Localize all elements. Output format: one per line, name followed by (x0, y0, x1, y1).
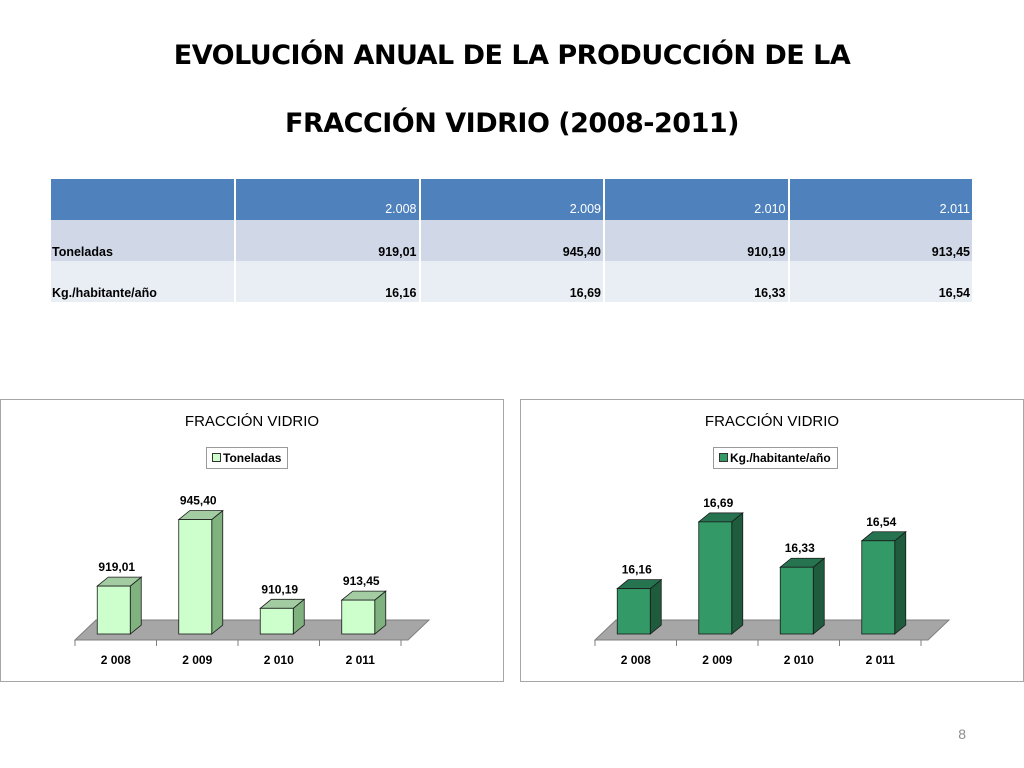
bar (341, 599, 376, 635)
chart-title: FRACCIÓN VIDRIO (704, 413, 840, 430)
table-header-row: 2.008 2.009 2.010 2.011 (51, 179, 974, 220)
chart-legend: Kg./habitante/año (713, 447, 838, 469)
x-tick-label: 2 011 (346, 653, 376, 667)
page-number: 8 (958, 726, 966, 742)
bar (861, 540, 896, 635)
legend-label: Toneladas (223, 451, 282, 465)
table-cell: 945,40 (419, 220, 605, 261)
chart-toneladas: FRACCIÓN VIDRIO Toneladas 919,01 2 008 945… (0, 399, 504, 682)
data-label: 913,45 (343, 574, 380, 588)
table-header-cell (51, 179, 236, 220)
chart-legend: Toneladas (206, 447, 289, 469)
bar (259, 607, 294, 635)
bar-side (894, 530, 907, 635)
chart-plot: 919,01 2 008 945,40 2 009 910,19 2 010 913,45 2… (73, 494, 431, 667)
bar (698, 521, 733, 635)
data-label: 16,16 (622, 563, 652, 577)
bar (96, 585, 131, 635)
chart-title: FRACCIÓN VIDRIO (184, 413, 320, 430)
production-table: 2.008 2.009 2.010 2.011 Toneladas 919,01… (51, 179, 974, 302)
x-tick-label: 2 011 (866, 653, 896, 667)
bar (616, 588, 651, 635)
row-label: Toneladas (51, 220, 236, 261)
table-cell: 16,16 (235, 261, 421, 302)
table-header-cell: 2.011 (788, 179, 974, 220)
bar-side (731, 512, 744, 635)
table-row: Toneladas 919,01 945,40 910,19 913,45 (51, 220, 974, 261)
x-tick-label: 2 008 (621, 653, 651, 667)
table-cell: 919,01 (235, 220, 421, 261)
data-label: 16,54 (866, 515, 896, 529)
table-cell: 16,33 (604, 261, 790, 302)
x-tick-label: 2 010 (784, 653, 814, 667)
bar (178, 519, 213, 635)
slide-title-line2: FRACCIÓN VIDRIO (2008-2011) (285, 108, 739, 139)
data-label: 16,33 (785, 541, 815, 555)
data-label: 919,01 (98, 560, 135, 574)
x-tick-label: 2 010 (264, 653, 294, 667)
bar-side (812, 557, 825, 635)
legend-swatch (212, 453, 221, 462)
data-label: 16,69 (703, 496, 733, 510)
x-tick-label: 2 009 (182, 653, 212, 667)
chart-kg-habitante: FRACCIÓN VIDRIO Kg./habitante/año 16,16 2… (520, 399, 1024, 682)
table-cell: 913,45 (788, 220, 974, 261)
legend-label: Kg./habitante/año (730, 451, 831, 465)
slide-title-line1: EVOLUCIÓN ANUAL DE LA PRODUCCIÓN DE LA (173, 40, 851, 71)
data-label: 910,19 (261, 582, 298, 596)
bar-side (211, 509, 224, 635)
table-cell: 16,54 (788, 261, 974, 302)
table-header-cell: 2.009 (419, 179, 605, 220)
table-cell: 910,19 (604, 220, 790, 261)
row-label: Kg./habitante/año (51, 261, 236, 302)
bar-side (129, 576, 142, 635)
table-cell: 16,69 (419, 261, 605, 302)
table-row: Kg./habitante/año 16,16 16,69 16,33 16,5… (51, 261, 974, 302)
bar (779, 566, 814, 635)
data-label: 945,40 (180, 494, 217, 508)
legend-swatch (719, 453, 728, 462)
x-tick-label: 2 009 (702, 653, 732, 667)
chart-plot: 16,16 2 008 16,69 2 009 16,33 2 010 16,54 2 011 (593, 496, 951, 667)
x-tick-label: 2 008 (101, 653, 131, 667)
table-header-cell: 2.008 (235, 179, 421, 220)
table-header-cell: 2.010 (604, 179, 790, 220)
